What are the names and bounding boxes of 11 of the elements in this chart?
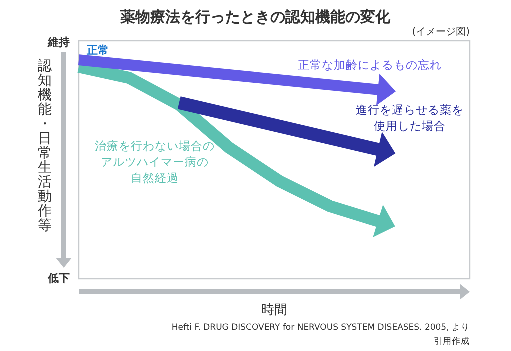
text: 正常	[86, 44, 109, 57]
x-axis-title: 時間	[262, 303, 288, 318]
series-label: 治療を行わない場合のアルツハイマー病の自然経過	[95, 139, 215, 185]
text: Hefti F. DRUG DISCOVERY for NERVOUS SYSTEM DISEASES. 2005, より引用作成	[172, 323, 470, 347]
chart-title: 薬物療法を行ったときの認知機能の変化	[120, 8, 392, 26]
text: 認知機能・日常生活動作等	[38, 58, 52, 234]
text: 維持	[47, 36, 70, 49]
annotation: 低下	[47, 272, 70, 285]
series-label: 進行を遅らせる薬を使用した場合	[356, 103, 464, 133]
text: (イメージ図)	[412, 27, 470, 38]
series-label: 正常な加齢によるもの忘れ	[298, 58, 442, 72]
